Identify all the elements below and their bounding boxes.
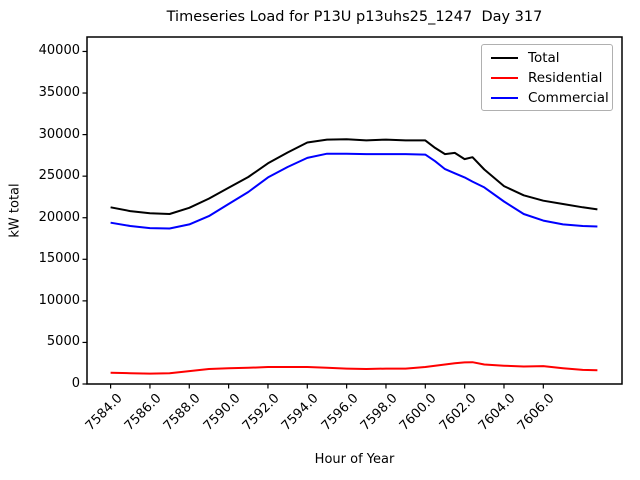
y-tick-label: 5000 <box>46 334 80 350</box>
legend-entry-residential: Residential <box>482 68 612 88</box>
y-tick-label: 35000 <box>38 85 80 101</box>
legend: Total Residential Commercial <box>481 44 613 111</box>
y-tick-label: 40000 <box>38 43 80 59</box>
legend-line-sample <box>491 77 518 79</box>
y-tick-label: 10000 <box>38 292 80 308</box>
y-tick-label: 0 <box>71 376 80 391</box>
y-tick-label: 25000 <box>38 168 80 184</box>
series-line-total <box>110 138 598 215</box>
chart-title: Timeseries Load for P13U p13uhs25_1247 D… <box>166 9 543 25</box>
legend-line-sample <box>491 57 518 59</box>
y-tick-label: 30000 <box>38 126 80 142</box>
legend-line-sample <box>491 97 518 99</box>
legend-entry-total: Total <box>482 48 612 68</box>
series-line-commercial <box>110 152 598 230</box>
x-axis-label: Hour of Year <box>314 452 395 467</box>
y-axis-label: kW total <box>7 183 23 238</box>
y-tick-label: 15000 <box>38 251 80 267</box>
y-tick-label: 20000 <box>38 209 80 225</box>
legend-label: Residential <box>528 70 603 86</box>
legend-label: Commercial <box>528 90 609 106</box>
axes-frame <box>86 36 623 385</box>
legend-entry-commercial: Commercial <box>482 88 612 108</box>
series-line-residential <box>110 361 598 375</box>
legend-label: Total <box>528 50 560 66</box>
